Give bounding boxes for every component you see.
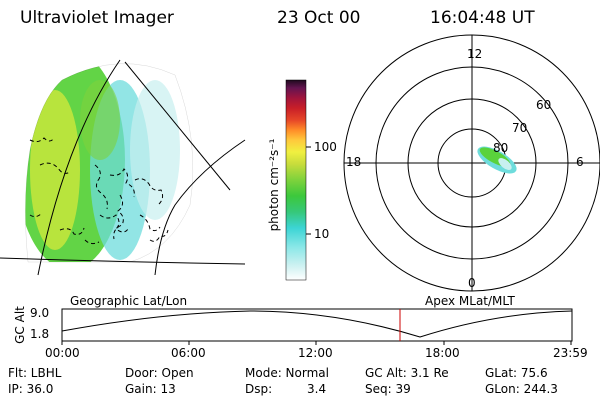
apex-label: Apex MLat/MLT (425, 294, 515, 308)
gc-alt-info: GC Alt: 3.1 Re (365, 366, 449, 380)
mlat-label-80: 80 (493, 141, 509, 155)
timeline-xtick-2359: 23:59 (553, 346, 588, 360)
mode-info: Mode: Normal (245, 366, 329, 380)
limb-line (154, 139, 246, 276)
instrument-title: Ultraviolet Imager (20, 8, 174, 28)
mlat-label-60: 60 (536, 98, 552, 112)
geographic-map (0, 59, 246, 276)
geographic-label: Geographic Lat/Lon (70, 294, 188, 308)
ip-info: IP: 36.0 (8, 382, 54, 396)
timeline-ytick-bottom: 1.8 (30, 327, 50, 341)
polar-plot (343, 34, 600, 292)
timeline-xtick-1800: 18:00 (425, 346, 460, 360)
timeline-ylabel: GC Alt (13, 306, 27, 344)
colorbar-unit-label: photon cm⁻²s⁻¹ (267, 138, 281, 232)
mlt-label-12: 12 (467, 47, 483, 61)
latitude-line (0, 257, 246, 265)
timeline-ytick-top: 9.0 (30, 306, 50, 320)
timeline-xtick-0000: 00:00 (45, 346, 80, 360)
gain-info: Gain: 13 (125, 382, 176, 396)
timeline-frame (61, 308, 573, 342)
mlt-label-6: 6 (576, 155, 584, 169)
seq-info: Seq: 39 (365, 382, 411, 396)
coastlines (29, 137, 169, 245)
filter-info: Flt: LBHL (8, 366, 62, 380)
latitude-line (124, 61, 231, 191)
mlt-label-18: 18 (346, 155, 362, 169)
aurora-emission-image (25, 63, 193, 262)
mlt-label-0: 0 (468, 276, 476, 290)
glat-info: GLat: 75.6 (485, 366, 548, 380)
timeline-xtick-1200: 12:00 (298, 346, 333, 360)
polar-aurora (477, 146, 517, 174)
glon-info: GLon: 244.3 (485, 382, 558, 396)
colorbar-tick-100: 100 (314, 140, 337, 154)
timeline-ticks (61, 341, 572, 345)
timeline-xtick-0600: 06:00 (171, 346, 206, 360)
altitude-curve (61, 310, 573, 338)
mlat-label-70: 70 (512, 121, 528, 135)
date-label: 23 Oct 00 (277, 8, 361, 28)
colorbar-tick-10: 10 (314, 227, 330, 241)
dsp-label: Dsp: (245, 382, 273, 396)
door-info: Door: Open (125, 366, 194, 380)
time-label: 16:04:48 UT (430, 8, 535, 28)
longitude-line (37, 59, 121, 276)
altitude-timeline (61, 308, 573, 345)
colorbar (285, 79, 311, 281)
dsp-value: 3.4 (307, 382, 327, 396)
